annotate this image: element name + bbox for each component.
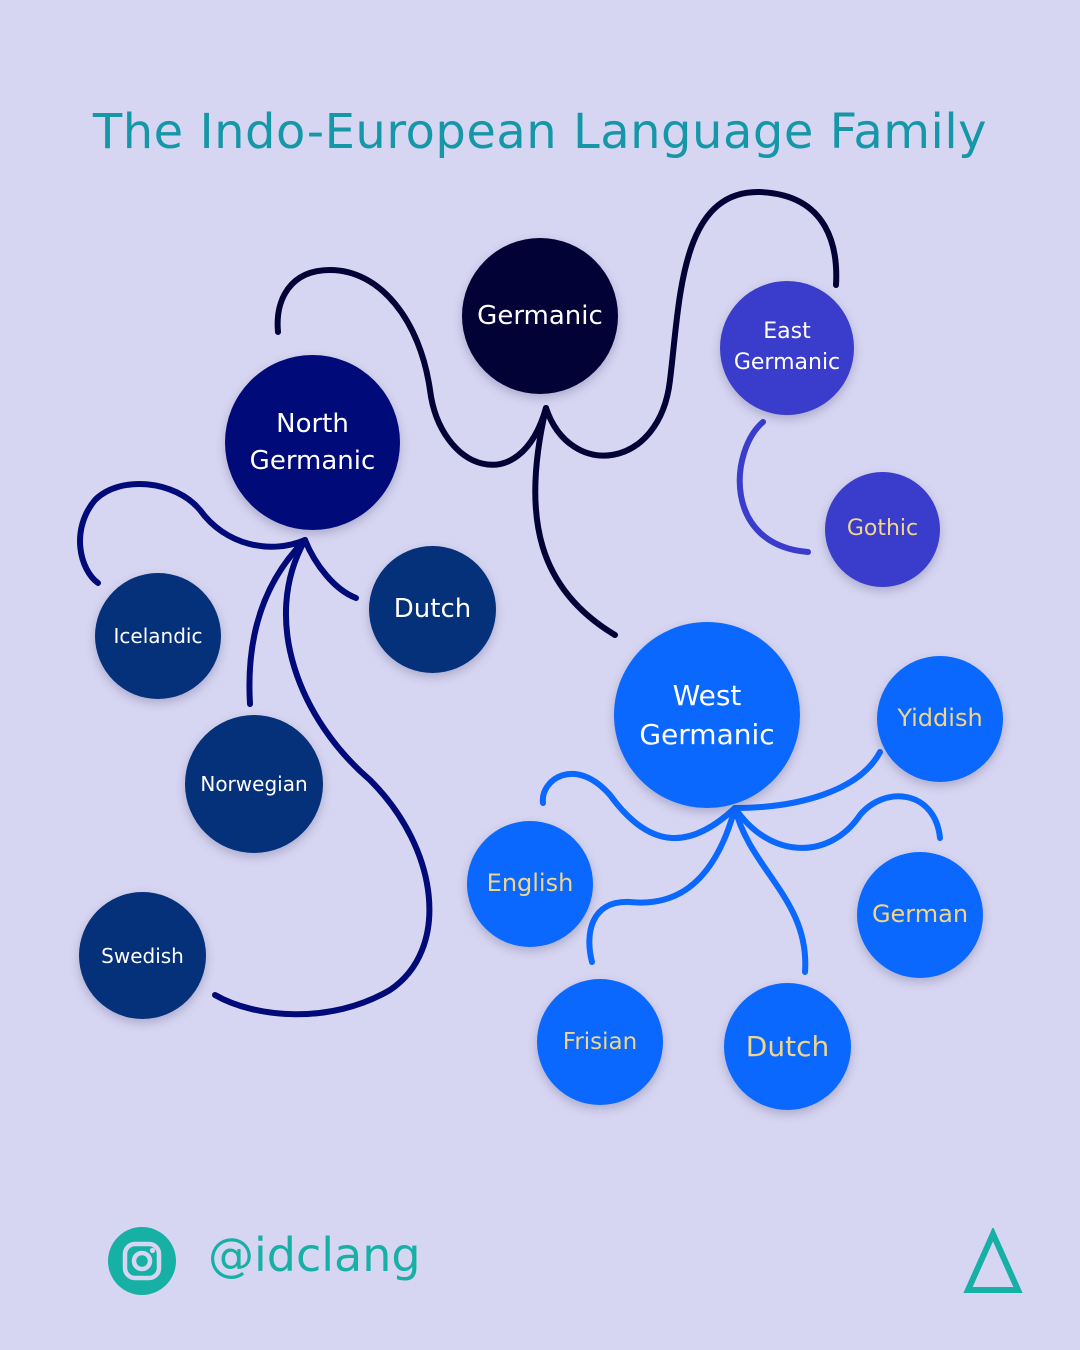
node-west-germanic-label: West Germanic (639, 678, 775, 751)
connector-west-frisian (586, 805, 738, 965)
connector-north-dutch (302, 537, 359, 601)
node-english-label: English (486, 869, 574, 898)
connector-east-gothic (736, 419, 811, 555)
instagram-icon[interactable] (108, 1227, 176, 1295)
node-frisian-label: Frisian (562, 1028, 638, 1055)
node-icelandic: Icelandic (95, 573, 221, 699)
node-east-germanic-label: East Germanic (733, 319, 841, 375)
node-norwegian: Norwegian (185, 715, 323, 853)
delta-logo-icon (963, 1228, 1023, 1293)
node-yiddish-label: Yiddish (897, 704, 983, 733)
connector-north-icelandic (77, 481, 308, 586)
node-dutch-north-label: Dutch (393, 594, 472, 625)
connector-germanic-east (543, 188, 840, 459)
footer-handle[interactable]: @idclang (208, 1228, 421, 1282)
node-dutch-north: Dutch (369, 546, 496, 673)
node-swedish-label: Swedish (101, 943, 184, 968)
connector-germanic-west (532, 405, 618, 638)
node-east-germanic: East Germanic (720, 281, 854, 415)
connector-north-norwegian (246, 537, 308, 707)
connector-germanic-north (274, 266, 549, 468)
node-swedish: Swedish (79, 892, 206, 1019)
node-dutch-west: Dutch (724, 983, 851, 1110)
node-yiddish: Yiddish (877, 656, 1003, 782)
node-icelandic-label: Icelandic (113, 624, 203, 648)
node-german-label: German (871, 900, 969, 929)
node-west-germanic: West Germanic (614, 622, 800, 808)
node-germanic: Germanic (462, 238, 618, 394)
connector-west-german (732, 793, 943, 851)
node-north-germanic: North Germanic (225, 355, 400, 530)
node-germanic-label: Germanic (477, 300, 603, 331)
node-dutch-west-label: Dutch (745, 1029, 830, 1063)
node-north-germanic-label: North Germanic (249, 409, 376, 476)
connector-north-swedish (212, 537, 433, 1018)
node-german: German (857, 852, 983, 978)
node-norwegian-label: Norwegian (200, 772, 308, 796)
connector-west-english (539, 770, 738, 841)
node-gothic: Gothic (825, 472, 940, 587)
page-title: The Indo-European Language Family (92, 104, 988, 161)
node-frisian: Frisian (537, 979, 663, 1105)
connector-west-yiddish (732, 749, 883, 811)
node-gothic-label: Gothic (846, 516, 919, 542)
connector-west-dutch (732, 805, 809, 975)
node-english: English (467, 821, 593, 947)
